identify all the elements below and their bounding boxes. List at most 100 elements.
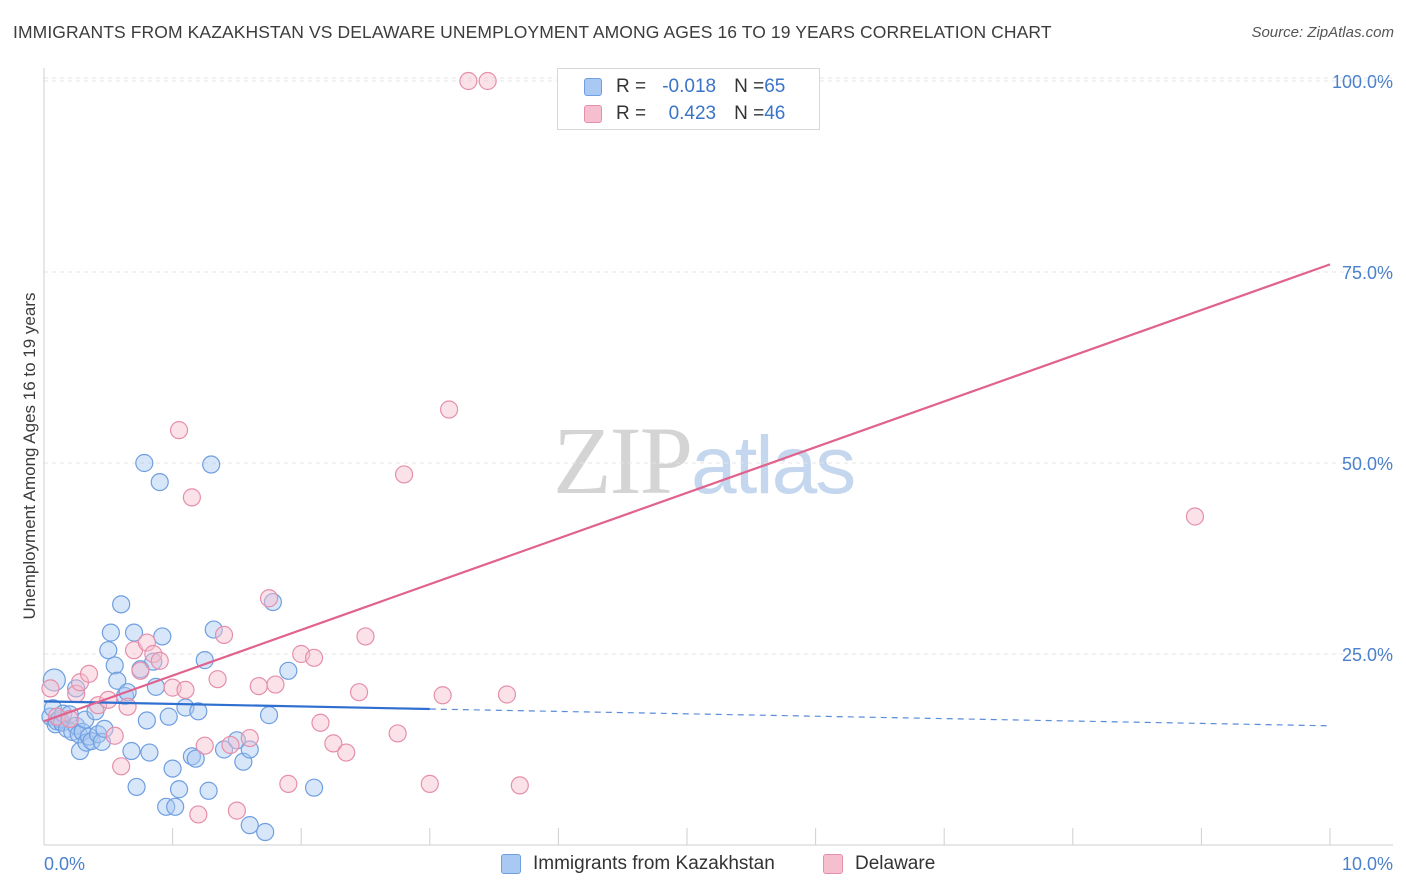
delaware-point	[356, 627, 375, 646]
kazakhstan-point	[108, 671, 127, 690]
delaware-point	[420, 774, 439, 793]
delaware-trend-line	[43, 263, 1331, 723]
kazakhstan-point	[240, 816, 259, 835]
y-tick-label: 25.0%	[1342, 645, 1393, 665]
delaware-point	[150, 651, 169, 670]
kazakhstan-point	[137, 711, 156, 730]
kazakhstan-point	[42, 668, 66, 692]
delaware-point	[79, 664, 99, 683]
delaware-point	[304, 648, 324, 667]
delaware-point	[311, 713, 330, 732]
delaware-point	[394, 465, 414, 484]
kazakhstan-point	[112, 595, 131, 614]
watermark-zip: ZIP	[553, 407, 693, 514]
kazakhstan-point	[169, 780, 189, 799]
delaware-point	[388, 724, 407, 743]
legend-swatch-kazakhstan	[584, 78, 602, 96]
y-tick-label: 50.0%	[1342, 454, 1393, 474]
kazakhstan-point	[82, 731, 101, 751]
delaware-point	[324, 734, 343, 753]
delaware-point	[214, 625, 234, 645]
legend-r-value-delaware: 0.423	[668, 103, 717, 124]
bottom-legend-swatch-delaware	[823, 854, 843, 874]
x-tick-label: 0.0%	[44, 854, 85, 874]
bottom-legend-swatch-kazakhstan	[501, 854, 521, 874]
kazakhstan-point	[199, 781, 218, 800]
watermark: ZIPatlas	[553, 405, 856, 516]
kazakhstan-point	[304, 778, 324, 797]
kazakhstan-point	[189, 702, 208, 721]
legend-n-label: N =	[734, 76, 765, 97]
bottom-legend-kazakhstan: Immigrants from Kazakhstan	[501, 852, 775, 876]
kazakhstan-point	[166, 797, 185, 816]
kazakhstan-point	[135, 453, 154, 473]
x-tick-label: 10.0%	[1342, 854, 1393, 874]
delaware-point	[182, 488, 201, 507]
delaware-point	[195, 736, 214, 755]
delaware-point	[118, 697, 137, 716]
delaware-point	[249, 676, 268, 696]
delaware-point	[137, 633, 156, 652]
delaware-point	[227, 801, 246, 820]
legend-n-value-kazakhstan: 65	[764, 76, 786, 97]
delaware-point	[259, 589, 279, 608]
delaware-point	[478, 71, 497, 91]
kazakhstan-point	[186, 749, 205, 768]
kazakhstan-point	[95, 719, 114, 738]
delaware-point	[99, 690, 118, 709]
delaware-point	[510, 776, 529, 795]
kazakhstan-point	[159, 707, 178, 726]
delaware-point	[240, 728, 259, 748]
delaware-point	[176, 680, 195, 700]
delaware-point	[112, 757, 131, 776]
kazakhstan-point	[259, 706, 279, 725]
bottom-legend-label-kazakhstan: Immigrants from Kazakhstan	[533, 853, 775, 874]
delaware-point	[279, 774, 298, 793]
delaware-point	[144, 644, 163, 664]
delaware-point	[208, 670, 227, 689]
delaware-point	[266, 675, 285, 694]
chart-title: IMMIGRANTS FROM KAZAKHSTAN VS DELAWARE U…	[13, 22, 1052, 42]
delaware-point	[1185, 507, 1205, 526]
kazakhstan-point	[202, 455, 221, 474]
legend-r-value-kazakhstan: -0.018	[662, 76, 717, 97]
delaware-point	[337, 743, 356, 762]
kazakhstan-point	[150, 473, 169, 492]
kazakhstan-point	[105, 656, 124, 675]
legend-row-delaware: R = 0.423 N = 46	[584, 102, 785, 126]
legend-n-label: N =	[734, 103, 765, 124]
kazakhstan-point	[122, 741, 141, 761]
kazakhstan-point	[101, 623, 120, 642]
delaware-point	[433, 686, 452, 705]
bottom-legend-delaware: Delaware	[823, 852, 935, 876]
y-tick-label: 100.0%	[1332, 72, 1393, 92]
correlation-legend: R = -0.018 N = 65 R = 0.423 N = 46	[557, 68, 820, 130]
delaware-point	[189, 805, 208, 824]
legend-r-label: R =	[616, 103, 647, 124]
delaware-point	[105, 726, 124, 745]
kazakhstan-point	[99, 641, 118, 660]
legend-n-value-delaware: 46	[764, 103, 786, 124]
kazakhstan-point	[163, 759, 182, 778]
legend-r-label: R =	[616, 76, 647, 97]
delaware-point	[221, 735, 240, 755]
kazakhstan-point	[144, 652, 163, 671]
kazakhstan-trend-extension	[429, 708, 1331, 727]
delaware-point	[169, 421, 189, 440]
legend-swatch-delaware	[584, 105, 602, 123]
source-credit: Source: ZipAtlas.com	[1251, 24, 1394, 41]
kazakhstan-point	[256, 822, 275, 842]
delaware-point	[497, 685, 517, 704]
kazakhstan-point	[153, 627, 172, 646]
kazakhstan-point	[140, 743, 159, 762]
y-tick-label: 75.0%	[1342, 263, 1393, 283]
legend-row-kazakhstan: R = -0.018 N = 65	[584, 75, 785, 99]
kazakhstan-point	[279, 661, 298, 680]
bottom-legend-label-delaware: Delaware	[855, 853, 936, 874]
kazakhstan-point	[127, 777, 146, 797]
delaware-point	[439, 400, 459, 419]
watermark-atlas: atlas	[691, 420, 856, 511]
delaware-point	[349, 683, 369, 702]
delaware-point	[41, 679, 60, 698]
